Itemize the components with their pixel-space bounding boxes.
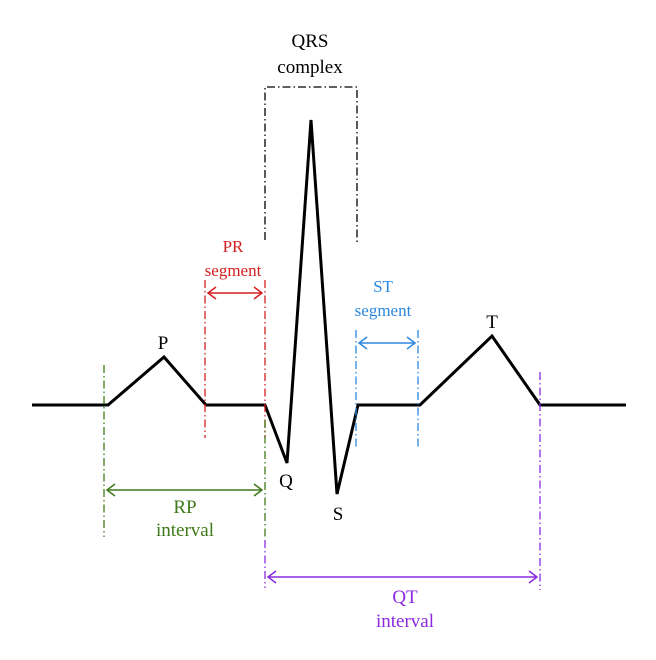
qrs-label-line2: complex: [277, 57, 343, 78]
qt-label-line2: interval: [376, 611, 434, 632]
pr-label-line1: PR: [223, 237, 244, 256]
t-wave-label: T: [486, 312, 498, 333]
pr-segment-markers: [204, 280, 266, 438]
st-segment-markers: [355, 330, 419, 448]
st-label-line2: segment: [355, 301, 412, 320]
qt-interval-markers: [264, 372, 541, 590]
s-wave-label: S: [333, 504, 344, 525]
st-label-line1: ST: [373, 277, 393, 296]
rp-label-line1: RP: [173, 497, 196, 518]
rp-label-line2: interval: [156, 520, 214, 541]
qrs-bracket: [264, 86, 358, 245]
rp-interval-markers: [103, 365, 266, 537]
q-wave-label: Q: [279, 471, 293, 492]
qrs-label-line1: QRS: [292, 31, 329, 52]
ecg-waveform: [32, 119, 626, 495]
qt-label-line1: QT: [392, 587, 418, 608]
p-wave-label: P: [158, 333, 169, 354]
pr-label-line2: segment: [205, 261, 262, 280]
